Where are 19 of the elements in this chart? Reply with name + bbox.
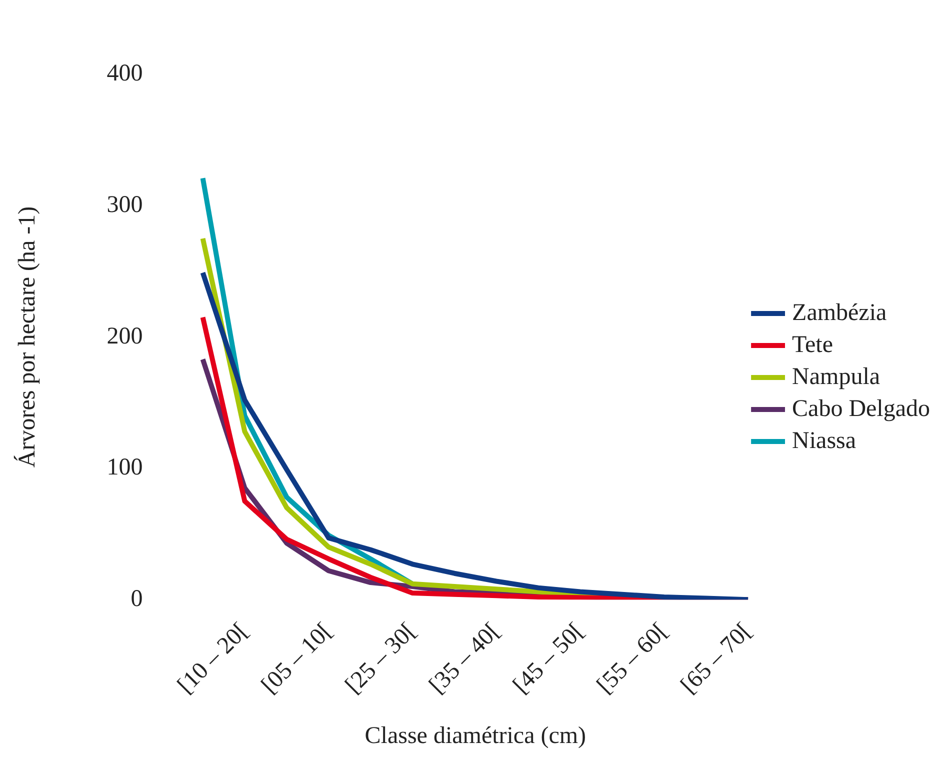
legend-label: Zambézia — [792, 300, 887, 326]
y-axis-title: Árvores por hectare (ha -1) — [14, 206, 41, 468]
x-tick-label: [25 – 30[ — [340, 618, 422, 699]
x-tick-label: [10 – 20[ — [172, 618, 254, 699]
y-tick-label: 300 — [106, 192, 143, 218]
legend-label: Tete — [792, 332, 834, 358]
legend-label: Cabo Delgado — [792, 396, 930, 422]
y-tick-label: 200 — [106, 323, 143, 350]
x-tick-label: [05 – 10[ — [256, 618, 338, 699]
x-tick-label: [55 – 60[ — [592, 618, 673, 699]
x-axis-title: Classe diamétrica (cm) — [364, 722, 586, 749]
x-tick-label: [65 – 70[ — [676, 618, 757, 699]
y-tick-label: 400 — [106, 60, 143, 87]
y-tick-label: 0 — [130, 586, 143, 612]
y-tick-label: 100 — [106, 454, 143, 481]
legend-label: Niassa — [792, 428, 856, 454]
x-tick-label: [45 – 50[ — [508, 618, 589, 699]
legend-label: Nampula — [792, 364, 880, 390]
x-tick-label: [35 – 40[ — [424, 618, 506, 699]
